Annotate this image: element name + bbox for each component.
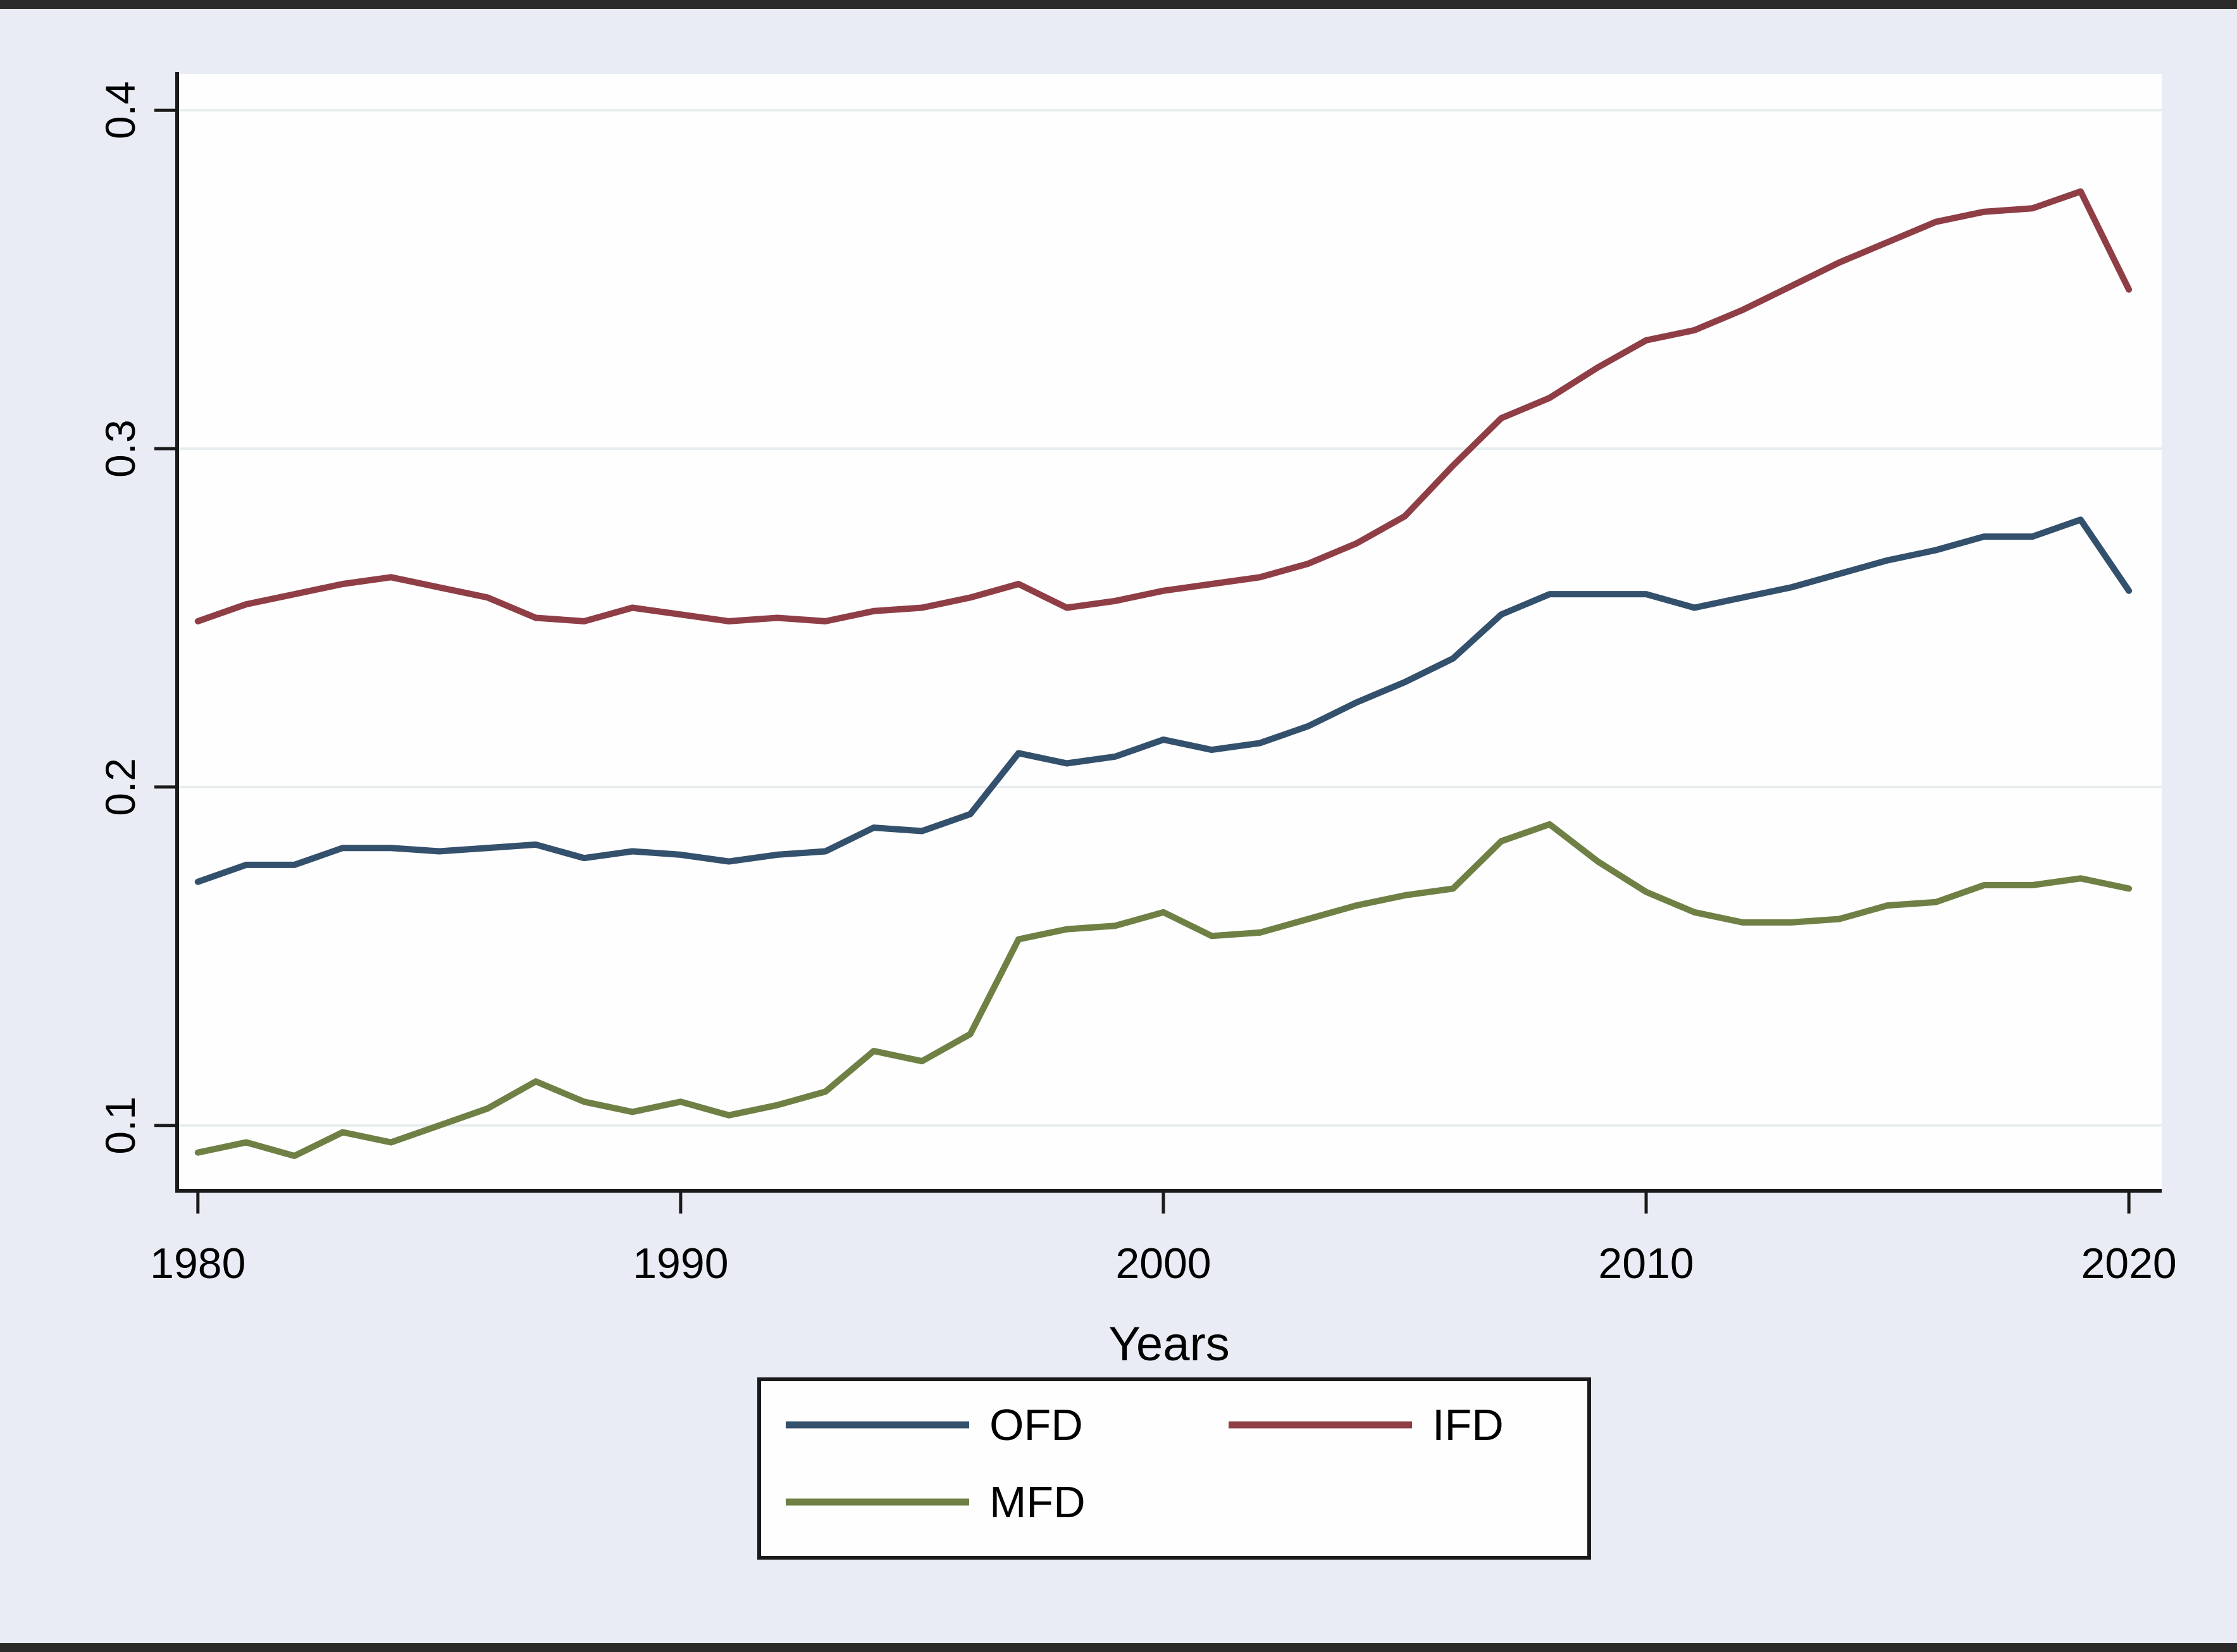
plot-area bbox=[177, 74, 2162, 1191]
tick-marks bbox=[154, 108, 2131, 1214]
series-line-IFD bbox=[194, 188, 2133, 624]
gridlines bbox=[177, 109, 2162, 1127]
y-tick-label-0.4: 0.4 bbox=[97, 81, 144, 139]
tick-labels: 0.1 0.2 0.3 0.4 1980 1990 2000 2010 2020 bbox=[97, 81, 2177, 1288]
x-axis-title: Years bbox=[1108, 1317, 1230, 1371]
axes bbox=[175, 72, 2162, 1193]
y-tick-label-0.2: 0.2 bbox=[97, 758, 144, 816]
x-tick-label-1990: 1990 bbox=[633, 1239, 728, 1288]
y-tick-label-0.1: 0.1 bbox=[97, 1096, 144, 1155]
top-border-strip bbox=[0, 0, 2237, 9]
series-line-MFD bbox=[194, 821, 2133, 1159]
x-tick-label-2020: 2020 bbox=[2081, 1239, 2176, 1288]
x-tick-label-1980: 1980 bbox=[150, 1239, 245, 1288]
x-tick-label-2000: 2000 bbox=[1115, 1239, 1211, 1288]
series-line-OFD bbox=[194, 516, 2133, 885]
legend-box bbox=[757, 1377, 1591, 1560]
legend-label-OFD: OFD bbox=[989, 1400, 1083, 1450]
legend: OFD IFD MFD bbox=[757, 1377, 1591, 1560]
bottom-border-strip bbox=[0, 1643, 2237, 1652]
legend-label-IFD: IFD bbox=[1432, 1400, 1504, 1450]
y-tick-label-0.3: 0.3 bbox=[97, 419, 144, 478]
x-tick-label-2010: 2010 bbox=[1598, 1239, 1694, 1288]
series-lines bbox=[194, 188, 2133, 1159]
legend-label-MFD: MFD bbox=[989, 1477, 1086, 1527]
